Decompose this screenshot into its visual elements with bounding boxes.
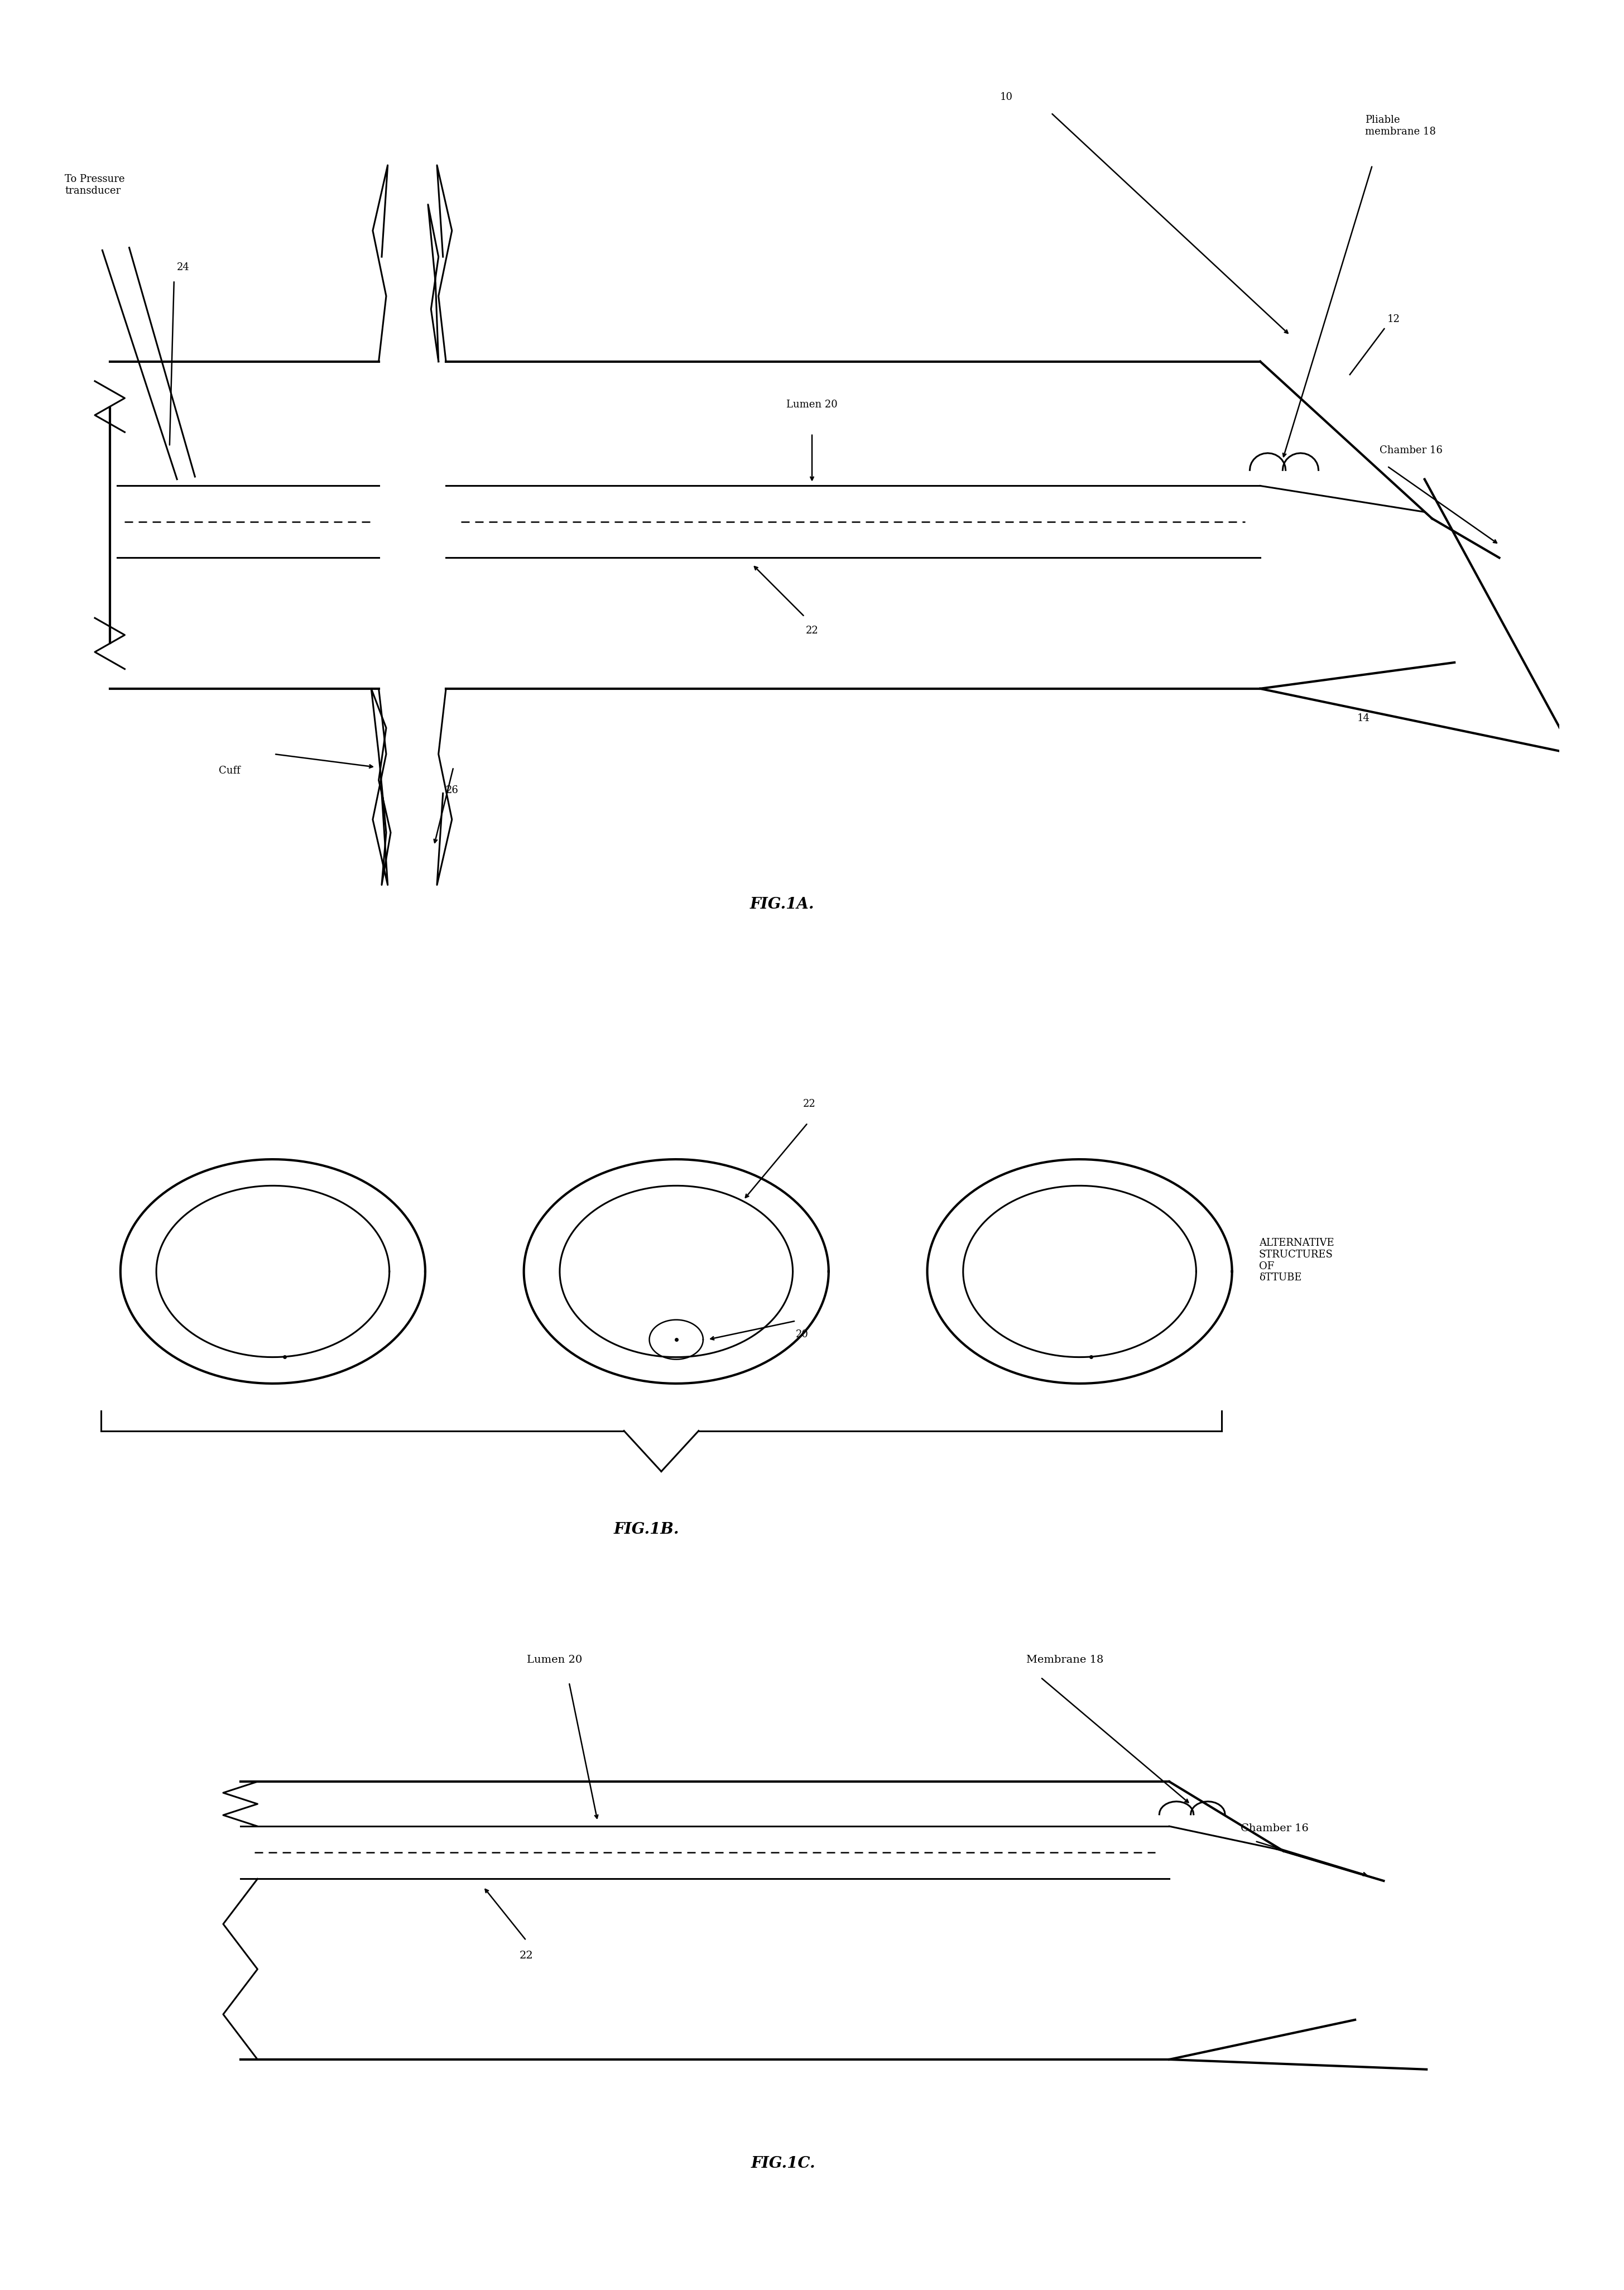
- Text: 24: 24: [177, 261, 190, 273]
- Text: 10: 10: [1000, 92, 1013, 103]
- Text: 22: 22: [520, 1951, 533, 1960]
- Text: FIG.1B.: FIG.1B.: [614, 1523, 679, 1537]
- Text: Chamber 16: Chamber 16: [1241, 1823, 1309, 1834]
- Text: Lumen 20: Lumen 20: [528, 1656, 583, 1665]
- Text: 26: 26: [447, 785, 458, 795]
- Text: 14: 14: [1358, 714, 1371, 724]
- Text: 20: 20: [796, 1330, 809, 1340]
- Text: Membrane 18: Membrane 18: [1026, 1656, 1104, 1665]
- Text: Lumen 20: Lumen 20: [786, 398, 838, 410]
- Text: Cuff: Cuff: [219, 765, 240, 776]
- Text: Chamber 16: Chamber 16: [1380, 444, 1442, 456]
- Text: To Pressure
transducer: To Pressure transducer: [65, 174, 125, 195]
- Text: ALTERNATIVE
STRUCTURES
OF
δTTUBE: ALTERNATIVE STRUCTURES OF δTTUBE: [1259, 1239, 1333, 1282]
- Text: 12: 12: [1387, 314, 1400, 325]
- Text: 22: 22: [806, 625, 818, 637]
- Text: 22: 22: [804, 1099, 815, 1108]
- Text: FIG.1A.: FIG.1A.: [750, 898, 814, 911]
- Text: FIG.1C.: FIG.1C.: [752, 2157, 815, 2171]
- Text: Pliable
membrane 18: Pliable membrane 18: [1364, 114, 1436, 137]
